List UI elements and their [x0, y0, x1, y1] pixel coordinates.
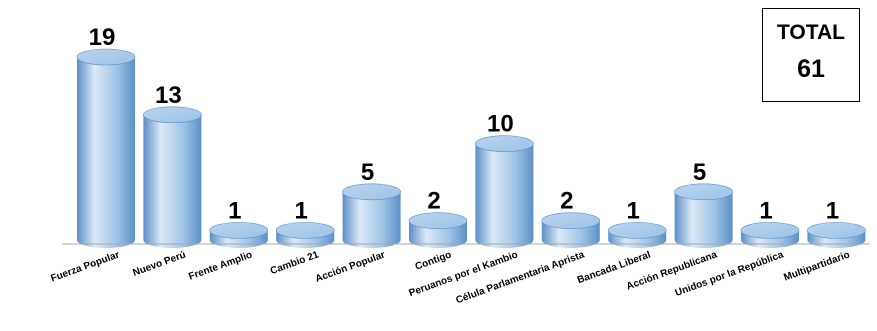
- bar-top-3: [275, 222, 335, 239]
- bar-7: [541, 212, 601, 248]
- total-value: 61: [797, 55, 825, 83]
- x-tick-label-2: Frente Amplio: [187, 249, 254, 282]
- bar-4: [342, 183, 401, 248]
- data-label-0: 19: [89, 24, 116, 51]
- bars-group: [76, 48, 866, 248]
- bar-body-0: [77, 57, 135, 248]
- x-tick-label-11: Multipartidario: [782, 249, 851, 283]
- x-tick-label-1: Nuevo Perú: [131, 249, 187, 278]
- data-label-4: 5: [361, 159, 374, 186]
- data-label-3: 1: [295, 197, 308, 224]
- bar-top-0: [76, 48, 136, 66]
- bar-top-10: [740, 222, 800, 239]
- data-label-6: 10: [487, 111, 514, 138]
- data-label-10: 1: [759, 197, 772, 224]
- bar-top-8: [607, 222, 667, 239]
- bar-6: [475, 135, 534, 248]
- x-tick-labels-group: Fuerza Popular Nuevo Perú Frente Amplio Cam…: [49, 249, 851, 306]
- bar-top-9: [674, 183, 733, 201]
- bar-body-9: [674, 191, 733, 248]
- bar-body-6: [475, 143, 534, 248]
- bar-5: [408, 212, 468, 248]
- x-tick-label-7: Célula Parlamentaria Aprista: [454, 249, 586, 306]
- bar-top-11: [807, 222, 866, 239]
- data-label-2: 1: [228, 197, 241, 224]
- x-tick-label-0: Fuerza Popular: [49, 249, 121, 284]
- bar-0: [76, 48, 136, 248]
- bar-top-5: [408, 212, 468, 230]
- total-label: TOTAL: [776, 21, 846, 44]
- x-tick-label-5: Contigo: [414, 249, 453, 272]
- bar-top-7: [541, 212, 601, 230]
- data-label-8: 1: [627, 197, 640, 224]
- data-label-1: 13: [155, 82, 182, 109]
- bar-top-2: [209, 222, 269, 239]
- data-label-11: 1: [826, 197, 839, 224]
- bar-top-1: [143, 106, 202, 124]
- bar-top-4: [342, 183, 401, 201]
- bar-9: [674, 183, 733, 248]
- data-label-7: 2: [560, 188, 573, 215]
- x-tick-label-3: Cambio 21: [269, 249, 321, 277]
- x-tick-label-4: Acción Popular: [314, 249, 387, 284]
- bar-top-6: [475, 135, 534, 152]
- data-labels-group: 19 13 1 1 5 2 10 2 1 5 1 1: [89, 24, 839, 224]
- x-tick-label-10: Unidos por la República: [674, 249, 786, 299]
- data-label-9: 5: [693, 159, 706, 186]
- bar-1: [143, 106, 202, 248]
- total-box: TOTAL 61: [762, 8, 860, 102]
- bar-body-4: [342, 191, 401, 248]
- data-label-5: 2: [427, 188, 440, 215]
- bar-body-1: [143, 114, 202, 248]
